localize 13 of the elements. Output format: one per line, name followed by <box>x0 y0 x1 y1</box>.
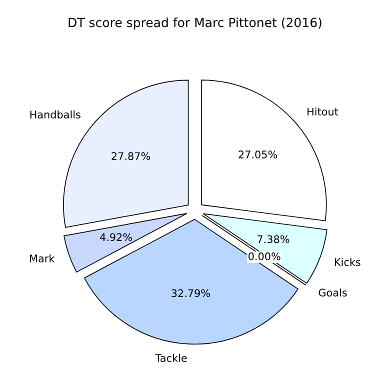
data-label: 4.92% <box>100 233 132 242</box>
data-label: 27.87% <box>112 152 150 160</box>
chart-title: DT score spread for Marc Pittonet (2016) <box>68 18 322 30</box>
category-label: Goals <box>318 288 347 297</box>
text: 0.00% <box>248 252 280 260</box>
slice-label: Kicks <box>334 258 360 266</box>
slice-label: Tackle <box>155 354 187 362</box>
slice-label: Handballs <box>30 110 80 118</box>
data-label: 27.05% <box>238 150 278 158</box>
data-label: 32.79% <box>172 289 210 298</box>
data-label: 7.38% <box>258 235 290 244</box>
slice-label: Mark <box>30 254 55 262</box>
slice-label: Hitout <box>308 108 338 116</box>
